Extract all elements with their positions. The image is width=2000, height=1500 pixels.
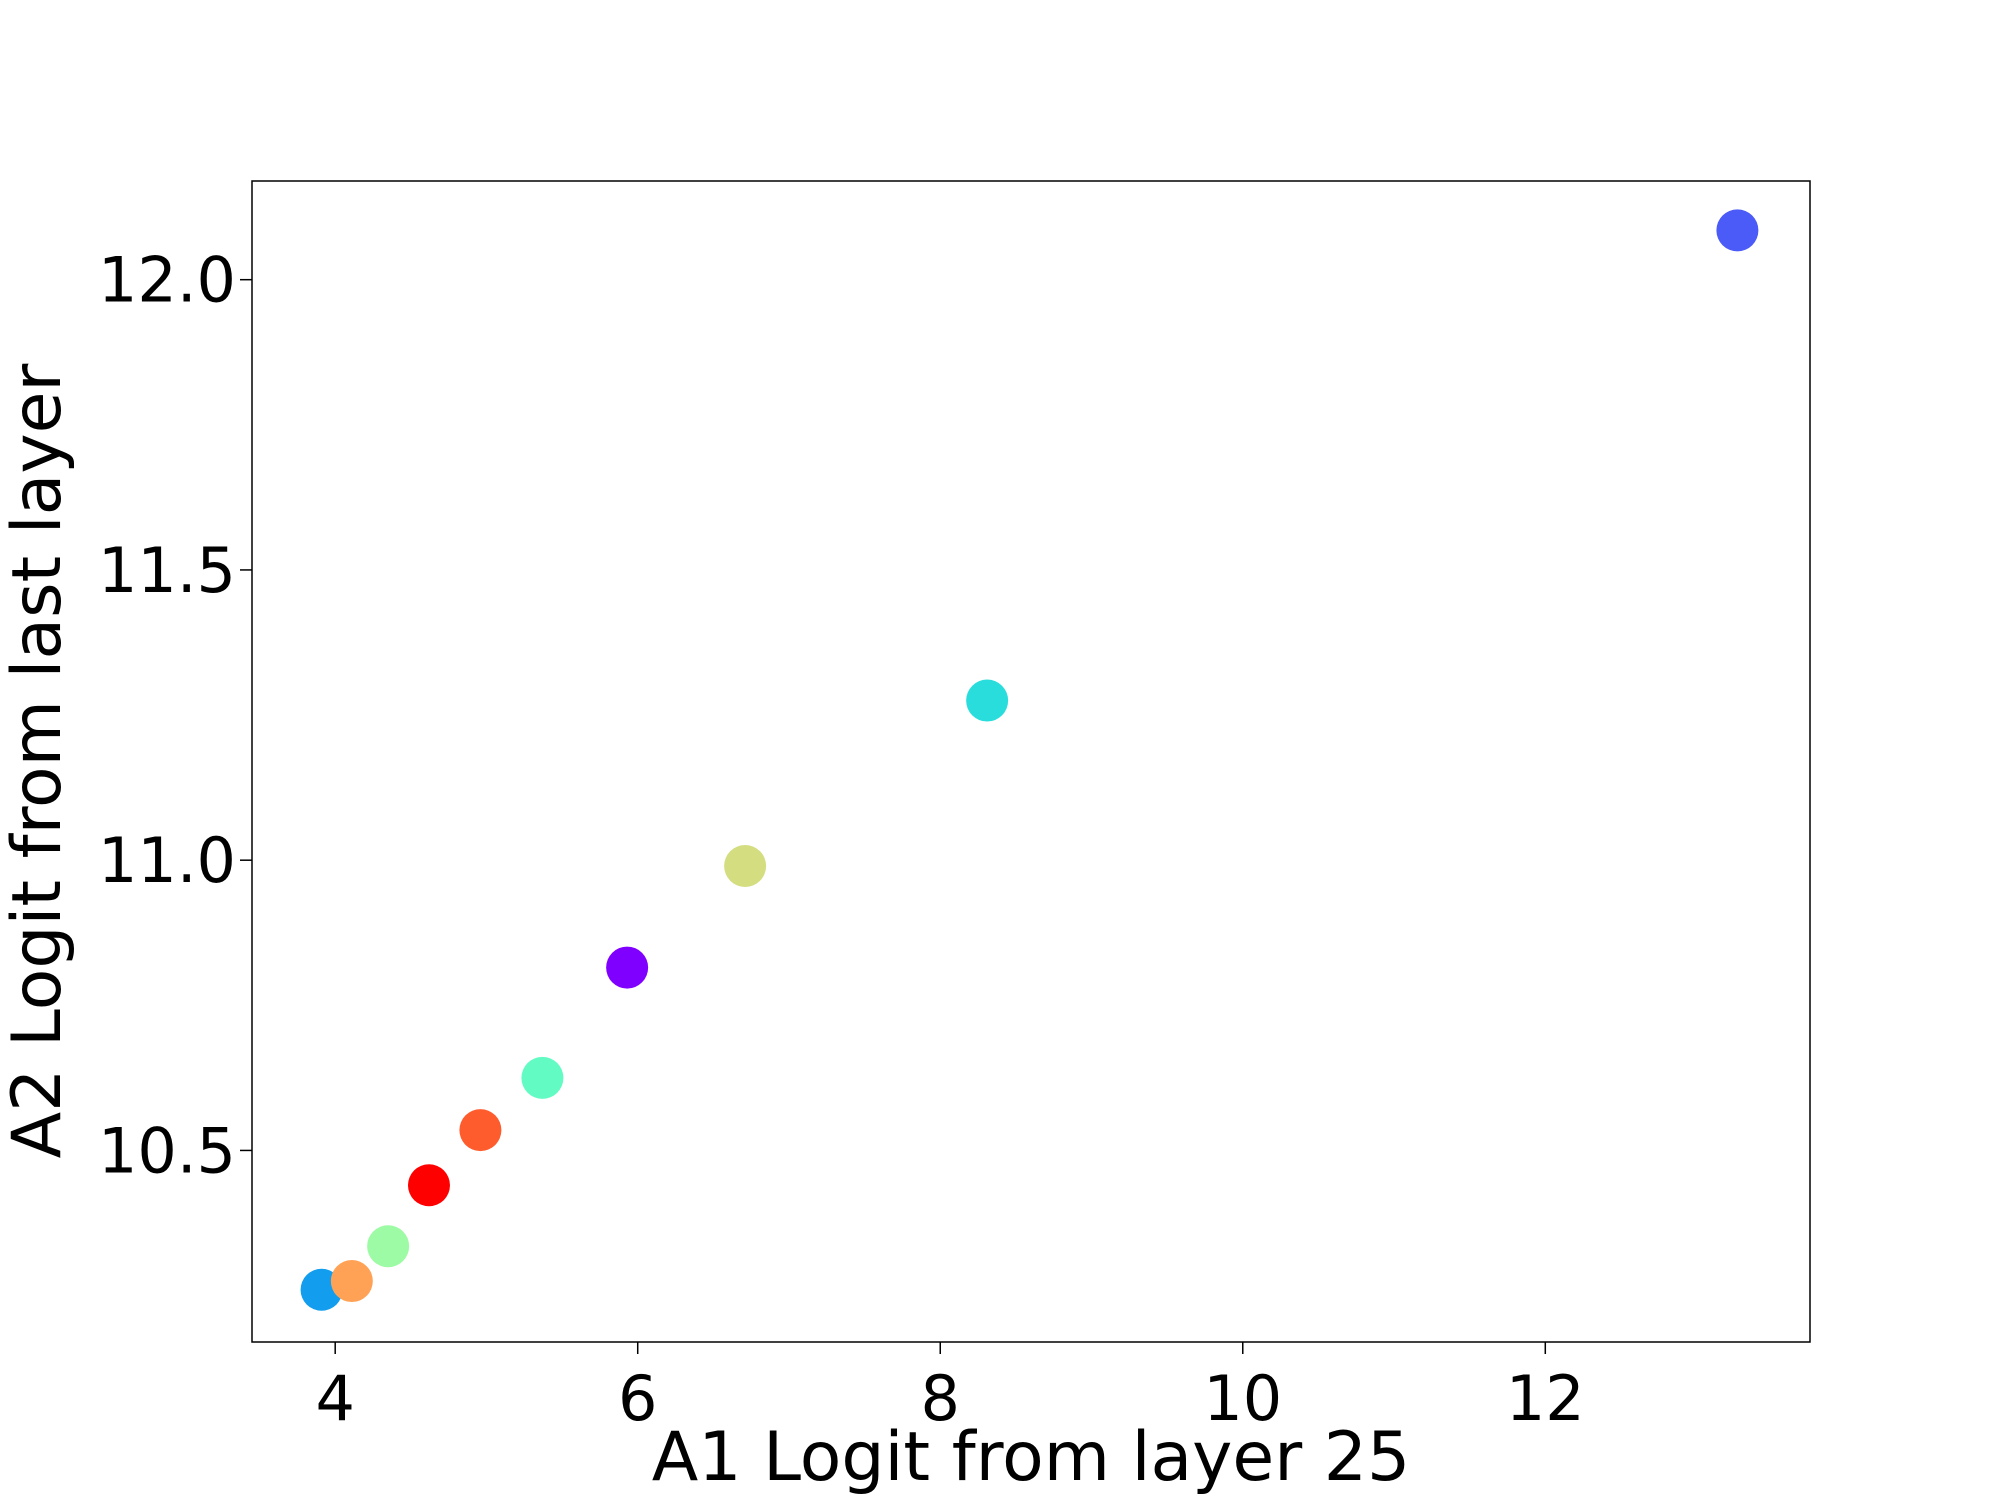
y-axis-ticks: 10.5 11.0 11.5 12.0 <box>98 244 252 1187</box>
x-tick-label: 8 <box>921 1362 960 1435</box>
x-axis-ticks: 4 6 8 10 12 <box>315 1342 1585 1435</box>
scatter-point <box>521 1056 564 1099</box>
scatter-point <box>724 844 767 887</box>
x-tick-label: 12 <box>1506 1362 1585 1435</box>
x-tick-label: 10 <box>1203 1362 1282 1435</box>
y-tick-label: 10.5 <box>98 1114 236 1187</box>
y-tick-label: 11.5 <box>98 534 236 607</box>
scatter-point <box>330 1260 373 1303</box>
y-tick-label: 11.0 <box>98 824 236 897</box>
scatter-point <box>1716 209 1759 252</box>
data-points <box>300 209 1759 1311</box>
x-tick-label: 4 <box>315 1362 354 1435</box>
scatter-point <box>459 1109 502 1152</box>
scatter-point <box>367 1225 410 1268</box>
y-tick-label: 12.0 <box>98 244 236 317</box>
x-tick-label: 6 <box>618 1362 657 1435</box>
scatter-point <box>407 1164 450 1207</box>
scatter-point <box>966 679 1009 722</box>
plot-frame <box>251 180 1811 1343</box>
x-axis-label: A1 Logit from layer 25 <box>652 1418 1411 1497</box>
y-axis-label: A2 Logit from last layer <box>0 364 77 1159</box>
scatter-point <box>606 946 649 989</box>
